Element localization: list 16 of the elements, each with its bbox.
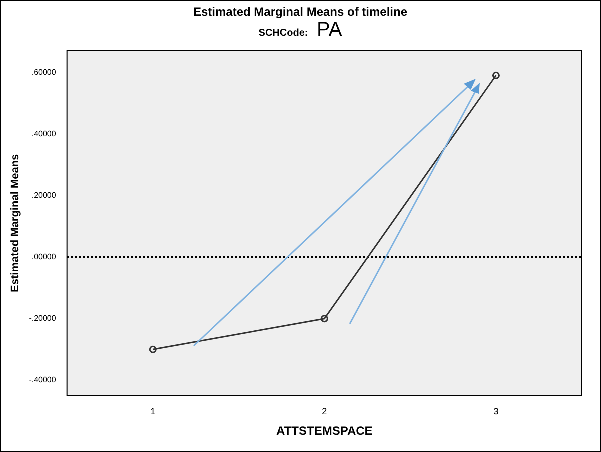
y-tick-label: -.20000	[29, 314, 57, 324]
y-tick-label: .20000	[32, 190, 57, 200]
y-tick-label: .40000	[32, 129, 57, 138]
point	[320, 315, 328, 323]
chart-title: Estimated Marginal Means of timeline	[192, 5, 409, 19]
x-axis-title: ATTSTEMSPACE	[276, 424, 373, 438]
x-tick-label: 1	[150, 406, 156, 417]
point	[149, 346, 157, 354]
x-tick-label: 3	[494, 406, 499, 417]
y-tick-label: .00000	[32, 252, 57, 262]
chart-subtitle: SCHCode: PA	[258, 19, 344, 42]
x-tick-label: 2	[322, 406, 328, 417]
y-tick-label: -.40000	[29, 376, 57, 385]
y-tick-label: .60000	[32, 68, 57, 77]
point	[492, 72, 500, 80]
y-axis-title: Estimated Marginal Means	[10, 154, 22, 292]
